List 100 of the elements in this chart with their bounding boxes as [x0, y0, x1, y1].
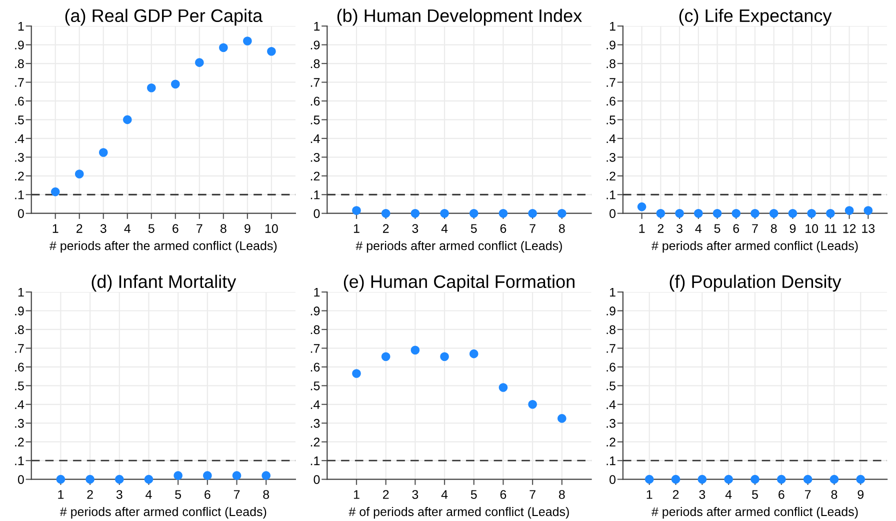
- y-tick-label: .3: [15, 152, 24, 162]
- y-tick-label: .8: [310, 59, 320, 68]
- y-tick-label: 1: [610, 288, 616, 297]
- y-tick-label: .6: [310, 96, 320, 106]
- x-tick-label: 1: [354, 224, 360, 233]
- y-tick-label: .5: [15, 382, 24, 390]
- y-tick-label: .9: [606, 306, 616, 316]
- x-tick-label: 2: [87, 490, 93, 499]
- x-tick-label: 8: [831, 490, 838, 499]
- x-tick-label: 7: [196, 224, 202, 233]
- chart-title: (c) Life Expectancy: [679, 8, 832, 26]
- y-tick-label: .4: [606, 400, 616, 409]
- x-tick-label: 8: [770, 224, 777, 233]
- x-tick-label: 6: [778, 490, 784, 499]
- y-tick-label: .3: [310, 152, 320, 162]
- y-tick-label: 1: [610, 22, 616, 31]
- y-tick-label: .2: [310, 438, 320, 446]
- x-tick-label: 10: [265, 224, 278, 233]
- x-tick-label: 1: [58, 490, 64, 499]
- y-tick-label: .4: [15, 134, 24, 143]
- chart-title: (d) Infant Mortality: [92, 274, 236, 292]
- y-tick-label: .1: [15, 190, 24, 200]
- y-tick-label: .5: [15, 116, 24, 124]
- x-tick-label: 7: [234, 490, 240, 499]
- y-tick-label: 0: [610, 209, 616, 218]
- x-tick-label: 13: [862, 224, 875, 233]
- x-tick-label: 4: [441, 224, 448, 233]
- y-tick-label: .5: [606, 116, 616, 124]
- x-tick-label: 1: [52, 224, 58, 233]
- y-tick-label: .3: [606, 418, 616, 428]
- chart-title: (f) Population Density: [670, 274, 842, 292]
- x-tick-label: 9: [244, 224, 250, 233]
- x-axis-title: # periods after armed conflict (Leads): [652, 506, 858, 519]
- y-tick-label: .6: [15, 362, 24, 372]
- y-tick-label: .4: [606, 134, 616, 143]
- x-tick-label: 1: [354, 490, 360, 499]
- y-tick-label: 0: [18, 209, 24, 218]
- y-tick-label: 1: [314, 288, 320, 297]
- y-tick-label: 1: [314, 22, 320, 31]
- y-tick-label: .2: [15, 172, 24, 180]
- y-tick-label: .4: [15, 400, 24, 409]
- y-tick-label: 1: [18, 22, 24, 31]
- x-tick-label: 7: [752, 224, 758, 233]
- x-tick-label: 3: [676, 224, 682, 233]
- y-tick-label: .9: [15, 306, 24, 316]
- x-tick-label: 3: [699, 490, 706, 499]
- x-tick-label: 2: [76, 224, 82, 233]
- x-tick-label: 2: [382, 224, 389, 233]
- x-tick-label: 11: [824, 224, 836, 233]
- y-tick-label: .4: [310, 134, 320, 143]
- y-tick-label: 0: [314, 209, 320, 218]
- y-tick-label: .1: [15, 456, 24, 466]
- x-tick-label: 5: [470, 224, 477, 233]
- x-tick-label: 4: [695, 224, 702, 233]
- x-tick-label: 2: [672, 490, 679, 499]
- x-tick-label: 1: [639, 224, 645, 233]
- x-axis-title: # of periods after armed conflict (Leads): [348, 506, 569, 519]
- y-tick-label: .9: [310, 306, 320, 316]
- x-tick-label: 6: [500, 490, 506, 499]
- y-tick-label: .3: [15, 418, 24, 428]
- x-tick-label: 5: [175, 490, 182, 499]
- y-tick-label: .7: [15, 78, 24, 87]
- y-tick-label: .2: [606, 172, 616, 180]
- y-tick-label: .7: [15, 344, 24, 353]
- x-tick-label: 3: [412, 490, 418, 499]
- x-tick-label: 12: [843, 224, 856, 233]
- x-tick-label: 8: [558, 224, 565, 233]
- x-tick-label: 5: [752, 490, 758, 499]
- x-tick-label: 4: [146, 490, 152, 499]
- x-tick-label: 9: [858, 490, 864, 499]
- y-tick-label: .8: [606, 325, 616, 334]
- x-axis-title: # periods after the armed conflict (Leads): [50, 240, 277, 253]
- y-tick-label: .2: [15, 438, 24, 446]
- y-tick-label: .9: [606, 40, 616, 50]
- y-tick-label: .2: [606, 438, 616, 446]
- x-tick-label: 6: [733, 224, 740, 233]
- x-tick-label: 8: [220, 224, 226, 233]
- y-tick-label: .9: [310, 40, 320, 50]
- x-axis-title: # periods after armed conflict (Leads): [60, 506, 266, 519]
- x-tick-label: 1: [646, 490, 652, 499]
- y-tick-label: .9: [15, 40, 24, 50]
- y-tick-label: 0: [18, 475, 24, 484]
- y-tick-label: .7: [606, 78, 616, 87]
- y-tick-label: .4: [310, 400, 320, 409]
- y-tick-label: .7: [606, 344, 616, 353]
- y-tick-label: .1: [310, 456, 320, 466]
- y-tick-label: .1: [606, 456, 616, 466]
- x-tick-label: 6: [500, 224, 506, 233]
- x-tick-label: 5: [470, 490, 477, 499]
- y-tick-label: .6: [15, 96, 24, 106]
- x-tick-label: 10: [806, 224, 818, 233]
- chart-title: (b) Human Development Index: [337, 8, 582, 26]
- x-tick-label: 4: [124, 224, 131, 233]
- y-tick-label: .2: [310, 172, 320, 180]
- y-tick-label: 0: [610, 475, 616, 484]
- y-tick-label: .5: [606, 382, 616, 390]
- y-tick-label: .3: [310, 418, 320, 428]
- y-tick-label: .8: [15, 325, 24, 334]
- y-tick-label: .1: [606, 190, 616, 200]
- x-tick-label: 8: [263, 490, 270, 499]
